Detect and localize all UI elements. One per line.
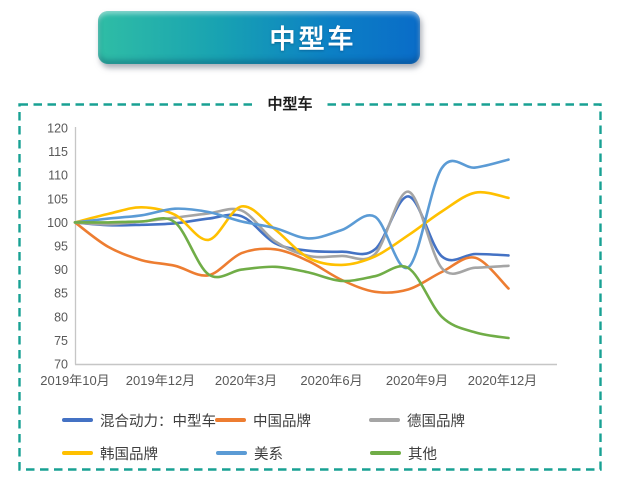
x-tick-label: 2020年3月 [215,373,277,388]
series-line-德国品牌 [73,190,510,275]
series-line-中国品牌 [73,221,510,294]
series-line-韩国品牌 [73,190,510,267]
y-tick-label: 95 [54,240,68,254]
legend-label: 其他 [408,446,437,463]
y-tick-label: 80 [54,310,68,324]
legend-item-中国品牌: 中国品牌 [215,411,311,430]
legend-item-其他: 其他 [370,444,437,463]
series-line-美系 [73,158,510,270]
legend-label: 中国品牌 [253,413,311,430]
legend-swatch [215,418,246,422]
x-tick-label: 2020年6月 [300,373,362,388]
legend-label: 德国品牌 [407,413,465,430]
x-tick-label: 2020年9月 [386,373,448,388]
legend-item-德国品牌: 德国品牌 [369,411,465,430]
y-tick-label: 110 [48,169,68,183]
x-tick-label: 2019年12月 [126,373,195,388]
legend-swatch [62,451,93,455]
y-tick-label: 85 [54,287,68,301]
y-tick-label: 90 [54,263,68,277]
series-line-其他 [73,216,510,340]
legend-item-韩国品牌: 韩国品牌 [62,444,158,463]
legend-item-美系: 美系 [216,444,283,463]
legend-swatch [216,451,247,455]
x-tick-label: 2020年12月 [468,373,537,388]
y-tick-label: 120 [47,122,68,136]
chart-title: 中型车 [254,96,326,114]
legend-label: 混合动力：中型车 [100,413,216,430]
legend-item-混合动力：中型车: 混合动力：中型车 [62,411,216,430]
chart-title-wrap: 中型车 [0,96,600,114]
legend-swatch [369,418,400,422]
x-tick-label: 2019年10月 [40,373,109,388]
y-tick-label: 115 [48,145,68,159]
y-tick-label: 100 [47,216,68,230]
legend-label: 美系 [254,446,283,463]
legend-label: 韩国品牌 [100,446,158,463]
y-tick-label: 70 [54,358,68,372]
section-header-banner: 中型车 [98,11,420,64]
section-dashed-border [18,103,602,471]
y-tick-label: 105 [47,192,68,206]
legend-swatch [62,418,93,422]
banner-title: 中型车 [269,24,357,54]
y-tick-label: 75 [54,334,68,348]
legend-swatch [370,451,401,455]
